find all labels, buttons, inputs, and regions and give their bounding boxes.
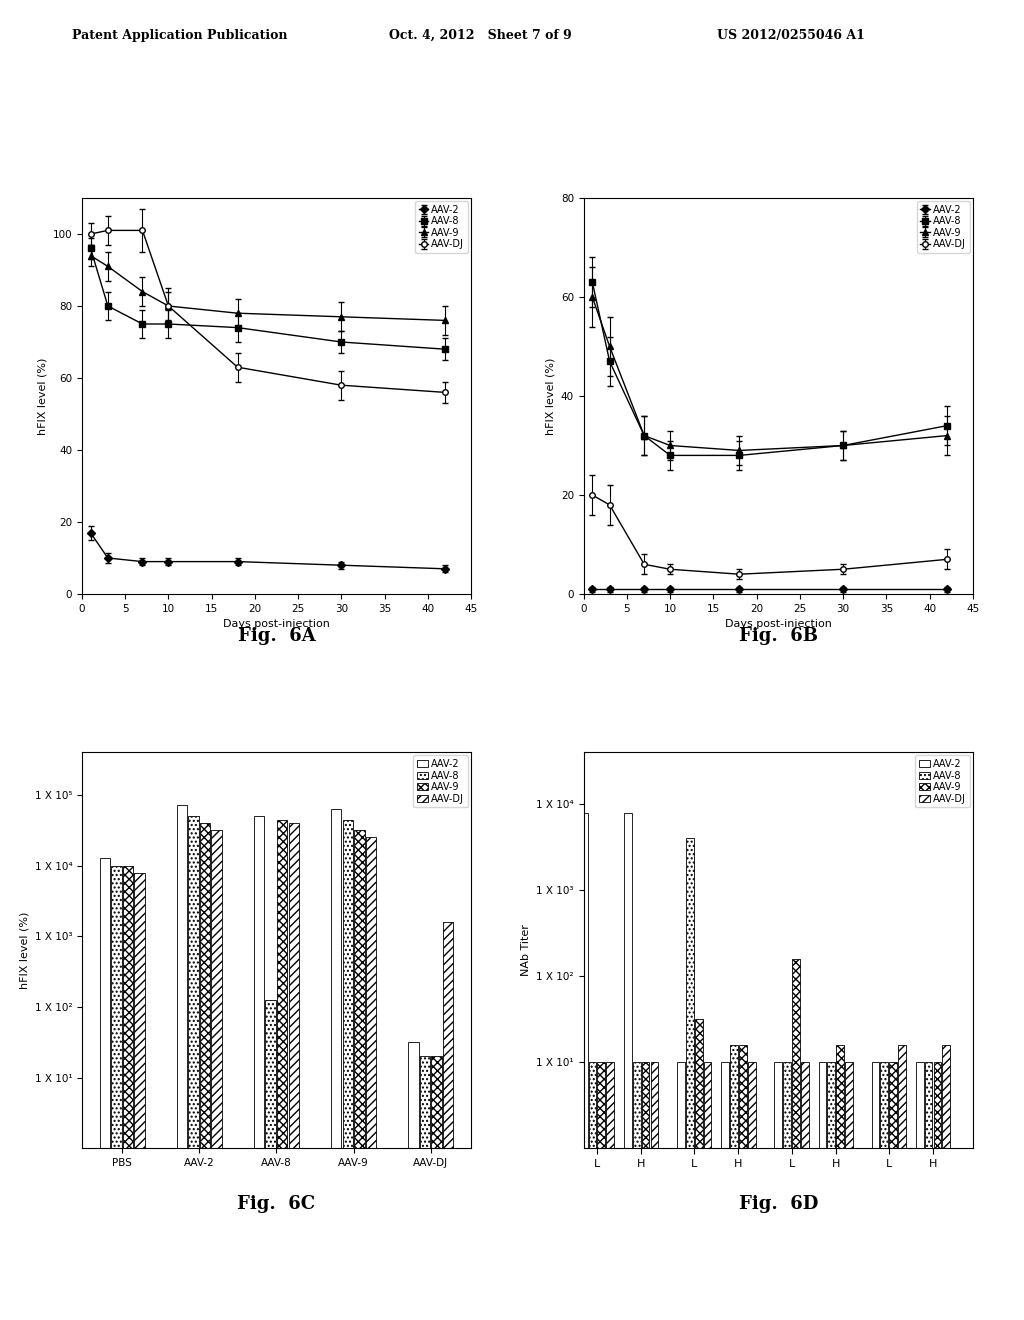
Bar bbox=[650, 1063, 658, 1148]
Bar bbox=[354, 830, 365, 1148]
Y-axis label: hFIX level (%): hFIX level (%) bbox=[19, 912, 29, 989]
Bar bbox=[801, 1063, 809, 1148]
Bar bbox=[443, 923, 454, 1148]
Bar bbox=[837, 1045, 844, 1148]
Bar bbox=[606, 1063, 614, 1148]
Bar bbox=[420, 1056, 430, 1148]
Bar bbox=[188, 816, 199, 1148]
Bar bbox=[278, 820, 288, 1148]
Bar bbox=[827, 1063, 836, 1148]
Bar bbox=[818, 1063, 826, 1148]
Bar bbox=[123, 866, 133, 1148]
Bar bbox=[915, 1063, 924, 1148]
Bar bbox=[431, 1056, 441, 1148]
Legend: AAV-2, AAV-8, AAV-9, AAV-DJ: AAV-2, AAV-8, AAV-9, AAV-DJ bbox=[415, 201, 468, 253]
Bar bbox=[177, 805, 187, 1148]
Text: Oct. 4, 2012   Sheet 7 of 9: Oct. 4, 2012 Sheet 7 of 9 bbox=[389, 29, 571, 42]
Legend: AAV-2, AAV-8, AAV-9, AAV-DJ: AAV-2, AAV-8, AAV-9, AAV-DJ bbox=[914, 755, 970, 808]
Bar bbox=[783, 1063, 791, 1148]
Bar bbox=[265, 1001, 275, 1148]
Bar bbox=[343, 820, 353, 1148]
Bar bbox=[881, 1063, 888, 1148]
Bar bbox=[254, 816, 264, 1148]
Text: Fig.  6A: Fig. 6A bbox=[238, 627, 315, 645]
Bar bbox=[694, 1019, 702, 1148]
Bar bbox=[331, 809, 341, 1148]
X-axis label: Days post-injection: Days post-injection bbox=[223, 619, 330, 630]
Bar bbox=[871, 1063, 880, 1148]
Text: Fig.  6D: Fig. 6D bbox=[738, 1195, 818, 1213]
Bar bbox=[942, 1045, 950, 1148]
Bar bbox=[580, 813, 588, 1148]
X-axis label: Days post-injection: Days post-injection bbox=[725, 619, 831, 630]
Text: Fig.  6C: Fig. 6C bbox=[238, 1195, 315, 1213]
Bar bbox=[134, 873, 144, 1148]
Text: Fig.  6B: Fig. 6B bbox=[738, 627, 818, 645]
Bar bbox=[739, 1045, 746, 1148]
Legend: AAV-2, AAV-8, AAV-9, AAV-DJ: AAV-2, AAV-8, AAV-9, AAV-DJ bbox=[916, 201, 970, 253]
Bar bbox=[200, 824, 210, 1148]
Bar bbox=[212, 830, 222, 1148]
Legend: AAV-2, AAV-8, AAV-9, AAV-DJ: AAV-2, AAV-8, AAV-9, AAV-DJ bbox=[413, 755, 468, 808]
Bar bbox=[366, 837, 376, 1148]
Bar bbox=[409, 1043, 419, 1148]
Bar bbox=[925, 1063, 933, 1148]
Bar bbox=[633, 1063, 641, 1148]
Text: Patent Application Publication: Patent Application Publication bbox=[72, 29, 287, 42]
Bar bbox=[898, 1045, 906, 1148]
Bar bbox=[686, 838, 693, 1148]
Bar bbox=[642, 1063, 649, 1148]
Y-axis label: NAb Titer: NAb Titer bbox=[521, 924, 530, 977]
Bar bbox=[845, 1063, 853, 1148]
Bar bbox=[748, 1063, 756, 1148]
Bar bbox=[889, 1063, 897, 1148]
Bar bbox=[721, 1063, 729, 1148]
Bar bbox=[624, 813, 632, 1148]
Y-axis label: hFIX level (%): hFIX level (%) bbox=[37, 358, 47, 434]
Y-axis label: hFIX level (%): hFIX level (%) bbox=[545, 358, 555, 434]
Text: US 2012/0255046 A1: US 2012/0255046 A1 bbox=[717, 29, 864, 42]
Bar bbox=[589, 1063, 596, 1148]
Bar bbox=[112, 866, 122, 1148]
Bar bbox=[289, 824, 299, 1148]
Bar bbox=[99, 858, 110, 1148]
Bar bbox=[934, 1063, 941, 1148]
Bar bbox=[677, 1063, 685, 1148]
Bar bbox=[792, 960, 800, 1148]
Bar bbox=[597, 1063, 605, 1148]
Bar bbox=[774, 1063, 782, 1148]
Bar bbox=[730, 1045, 738, 1148]
Bar bbox=[703, 1063, 712, 1148]
